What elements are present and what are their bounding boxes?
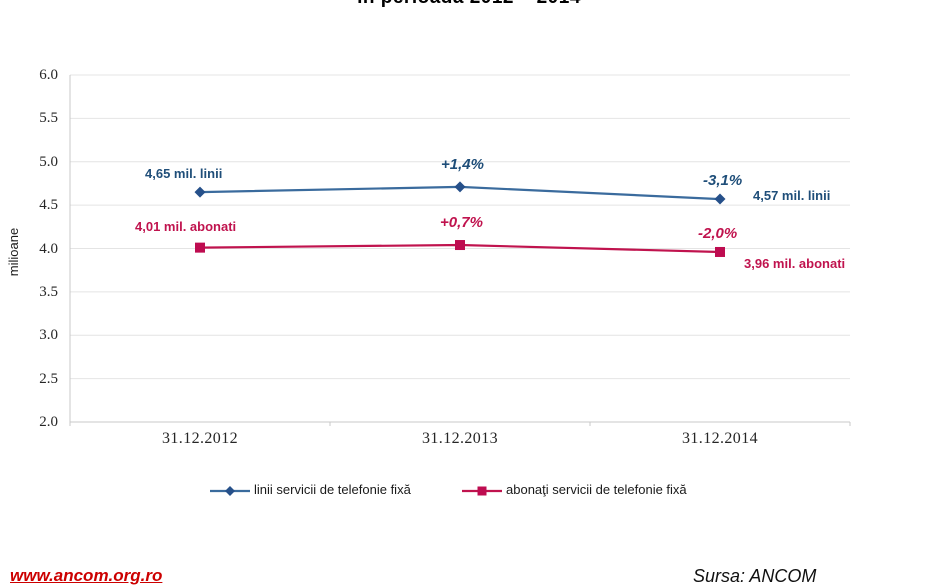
y-tick-label: 5.5 bbox=[39, 110, 58, 126]
y-tick-label: 2.5 bbox=[39, 371, 58, 387]
data-label-subs-change-2014: -2,0% bbox=[698, 225, 738, 242]
y-tick-label: 2.0 bbox=[39, 414, 58, 430]
source-note: Sursa: ANCOM bbox=[693, 566, 817, 586]
data-label-lines-change-2014: -3,1% bbox=[703, 172, 743, 189]
legend-square-icon bbox=[477, 486, 487, 496]
x-tick-label: 31.12.2014 bbox=[682, 430, 758, 447]
y-tick-label: 3.0 bbox=[39, 327, 58, 343]
marker-square bbox=[715, 246, 725, 257]
legend-marker-lines bbox=[210, 486, 250, 496]
data-label-lines-2014: 4,57 mil. linii bbox=[753, 188, 831, 203]
marker-square bbox=[455, 240, 465, 251]
legend: linii servicii de telefonie fixă abonaţi… bbox=[0, 481, 938, 501]
marker-diamond bbox=[194, 186, 206, 198]
y-axis-title: milioane bbox=[6, 227, 21, 277]
plot-canvas bbox=[69, 74, 851, 426]
legend-marker-subscribers bbox=[462, 486, 502, 496]
ancom-website-link[interactable]: www.ancom.org.ro bbox=[10, 566, 163, 585]
data-label-lines-change-2013: +1,4% bbox=[441, 156, 484, 173]
x-tick-label: 31.12.2013 bbox=[422, 430, 498, 447]
y-tick-label: 4.5 bbox=[39, 197, 58, 213]
page-title: în perioada 2012 – 2014 bbox=[0, 0, 938, 8]
data-label-lines-2012: 4,65 mil. linii bbox=[145, 166, 223, 181]
y-tick-label: 5.0 bbox=[39, 154, 58, 170]
legend-diamond-icon bbox=[225, 486, 235, 496]
y-tick-label: 4.0 bbox=[39, 241, 58, 257]
marker-diamond bbox=[714, 193, 726, 205]
marker-square bbox=[195, 242, 205, 253]
x-tick-label: 31.12.2012 bbox=[162, 430, 238, 447]
data-label-subs-2014: 3,96 mil. abonati bbox=[744, 256, 846, 271]
y-tick-label: 6.0 bbox=[39, 67, 58, 83]
data-label-subs-2012: 4,01 mil. abonati bbox=[135, 219, 237, 234]
line-chart: 6.0 5.5 5.0 4.5 4.0 3.5 3.0 2.5 2.0 milioane 31.… bbox=[0, 67, 938, 501]
data-label-subs-change-2013: +0,7% bbox=[440, 214, 483, 231]
marker-diamond bbox=[454, 181, 466, 193]
legend-label-lines: linii servicii de telefonie fixă bbox=[254, 482, 411, 497]
legend-label-subscribers: abonaţi servicii de telefonie fixă bbox=[506, 482, 687, 497]
y-tick-label: 3.5 bbox=[39, 284, 58, 300]
